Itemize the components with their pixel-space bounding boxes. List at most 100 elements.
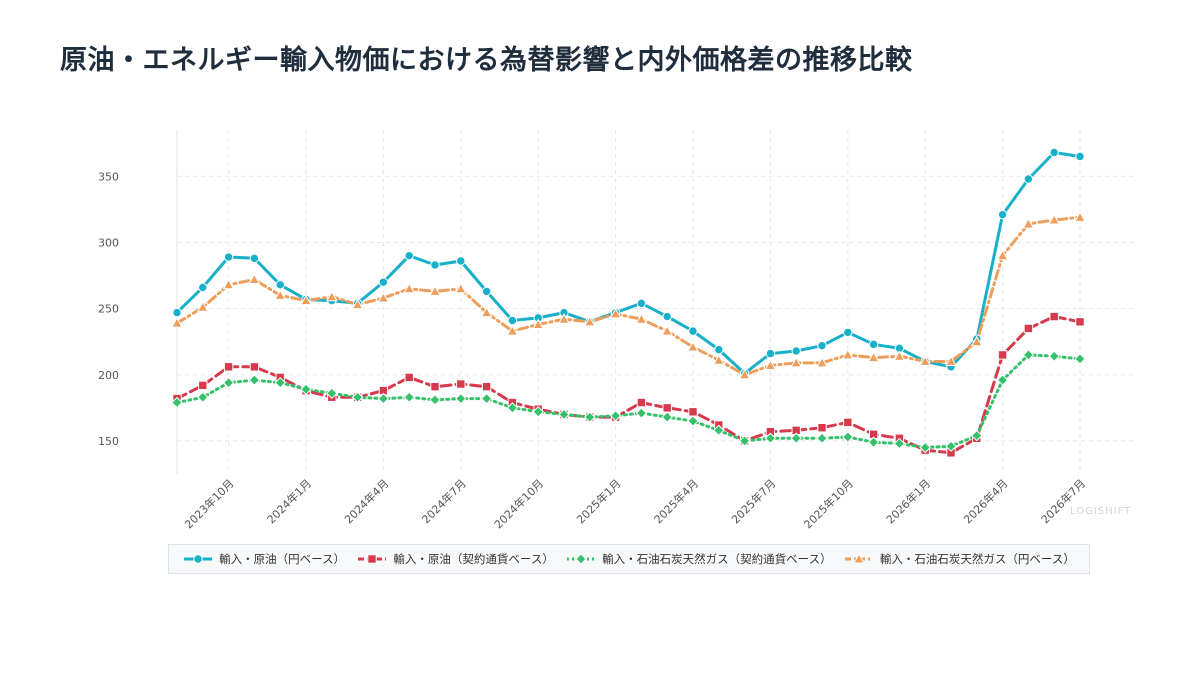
- y-tick-label: 350: [98, 170, 119, 183]
- data-point: [196, 301, 209, 312]
- data-point: [558, 313, 570, 324]
- data-point: [430, 381, 440, 392]
- data-point: [817, 422, 827, 433]
- data-point: [1048, 350, 1060, 362]
- data-point: [1049, 147, 1059, 158]
- data-point: [662, 311, 672, 322]
- data-point: [456, 256, 466, 266]
- data-point: [790, 356, 803, 368]
- data-point: [893, 437, 906, 450]
- legend-item: 輸入・原油（円ベース）: [183, 551, 345, 567]
- data-point: [249, 253, 260, 264]
- data-point: [816, 356, 828, 368]
- data-point: [970, 335, 983, 347]
- data-point: [713, 424, 725, 437]
- data-point: [248, 374, 261, 386]
- y-tick-label: 150: [98, 435, 119, 448]
- data-point: [248, 273, 261, 285]
- data-point: [688, 407, 698, 417]
- data-point: [635, 407, 648, 419]
- data-point: [481, 286, 492, 297]
- data-point: [275, 280, 285, 290]
- data-point: [480, 306, 493, 318]
- y-tick-label: 250: [98, 303, 119, 316]
- data-point: [1023, 323, 1034, 334]
- data-point: [198, 282, 208, 293]
- legend-item: 輸入・石油石炭天然ガス（円ベース）: [844, 551, 1075, 567]
- data-point: [300, 383, 312, 396]
- data-point: [945, 355, 957, 367]
- chart-title: 原油・エネルギー輸入物価における為替影響と内外価格差の推移比較: [60, 45, 913, 76]
- data-point: [404, 250, 414, 261]
- data-point: [1022, 217, 1035, 229]
- data-point: [1049, 311, 1059, 322]
- data-point: [867, 436, 880, 448]
- data-point: [351, 391, 364, 403]
- data-point: [997, 350, 1008, 360]
- data-point: [172, 307, 182, 318]
- x-tick-label: 2026年1月: [883, 476, 933, 526]
- data-point: [764, 432, 777, 444]
- data-point: [377, 292, 390, 303]
- data-point: [996, 374, 1009, 386]
- legend-label: 輸入・石油石炭天然ガス（円ベース）: [879, 552, 1075, 566]
- legend-swatch: [567, 553, 596, 565]
- legend-swatch: [844, 553, 873, 564]
- data-point: [1074, 353, 1086, 365]
- legend-label: 輸入・原油（契約通貨ベース）: [393, 552, 554, 566]
- data-point: [506, 402, 519, 414]
- data-point: [430, 260, 440, 270]
- y-tick-label: 200: [98, 369, 119, 382]
- data-point: [274, 377, 286, 389]
- data-point: [558, 408, 570, 421]
- series-line-3: [175, 353, 1082, 449]
- data-point: [636, 397, 647, 408]
- data-point: [842, 431, 854, 443]
- x-tick-label: 2024年1月: [264, 476, 314, 526]
- data-point: [193, 554, 203, 564]
- data-point: [223, 362, 234, 372]
- data-point: [1074, 211, 1086, 222]
- data-point: [326, 387, 338, 399]
- data-point: [507, 315, 518, 326]
- legend-swatch: [358, 554, 387, 564]
- data-point: [456, 379, 466, 389]
- data-point: [455, 392, 467, 405]
- legend: 輸入・原油（円ベース） 輸入・原油（契約通貨ベース） 輸入・石油石炭天然ガス（契約通…: [168, 544, 1090, 574]
- data-point: [817, 340, 827, 351]
- x-tick-label: 2025年4月: [651, 476, 701, 526]
- data-point: [738, 435, 751, 447]
- data-point: [738, 368, 751, 380]
- data-point: [274, 289, 287, 300]
- legend-label: 輸入・石油石炭天然ガス（契約通貨ベース）: [602, 552, 832, 566]
- x-tick-label: 2024年7月: [419, 476, 469, 526]
- x-tick-label: 2023年10月: [182, 476, 237, 531]
- data-point: [688, 326, 698, 336]
- data-point: [532, 406, 544, 418]
- watermark: LOGISHIFT: [1070, 506, 1132, 517]
- x-tick-label: 2026年4月: [961, 476, 1011, 526]
- data-point: [687, 415, 699, 427]
- x-tick-label: 2024年10月: [491, 476, 546, 531]
- data-point: [971, 429, 983, 442]
- data-point: [481, 381, 492, 392]
- data-point: [367, 554, 378, 564]
- data-point: [868, 339, 879, 350]
- data-point: [351, 298, 364, 310]
- data-point: [429, 285, 441, 296]
- data-point: [222, 377, 235, 389]
- data-point: [919, 355, 932, 367]
- series-markers: [171, 147, 1086, 458]
- x-tick-label: 2024年4月: [341, 476, 391, 526]
- data-point: [945, 440, 957, 452]
- data-point: [197, 391, 209, 403]
- data-point: [454, 282, 467, 294]
- data-point: [635, 313, 648, 324]
- data-point: [403, 391, 415, 403]
- data-point: [300, 294, 312, 306]
- data-point: [1075, 151, 1085, 162]
- data-point: [506, 325, 519, 336]
- series-line-1: [175, 151, 1082, 375]
- data-point: [377, 392, 390, 405]
- data-point: [893, 350, 906, 361]
